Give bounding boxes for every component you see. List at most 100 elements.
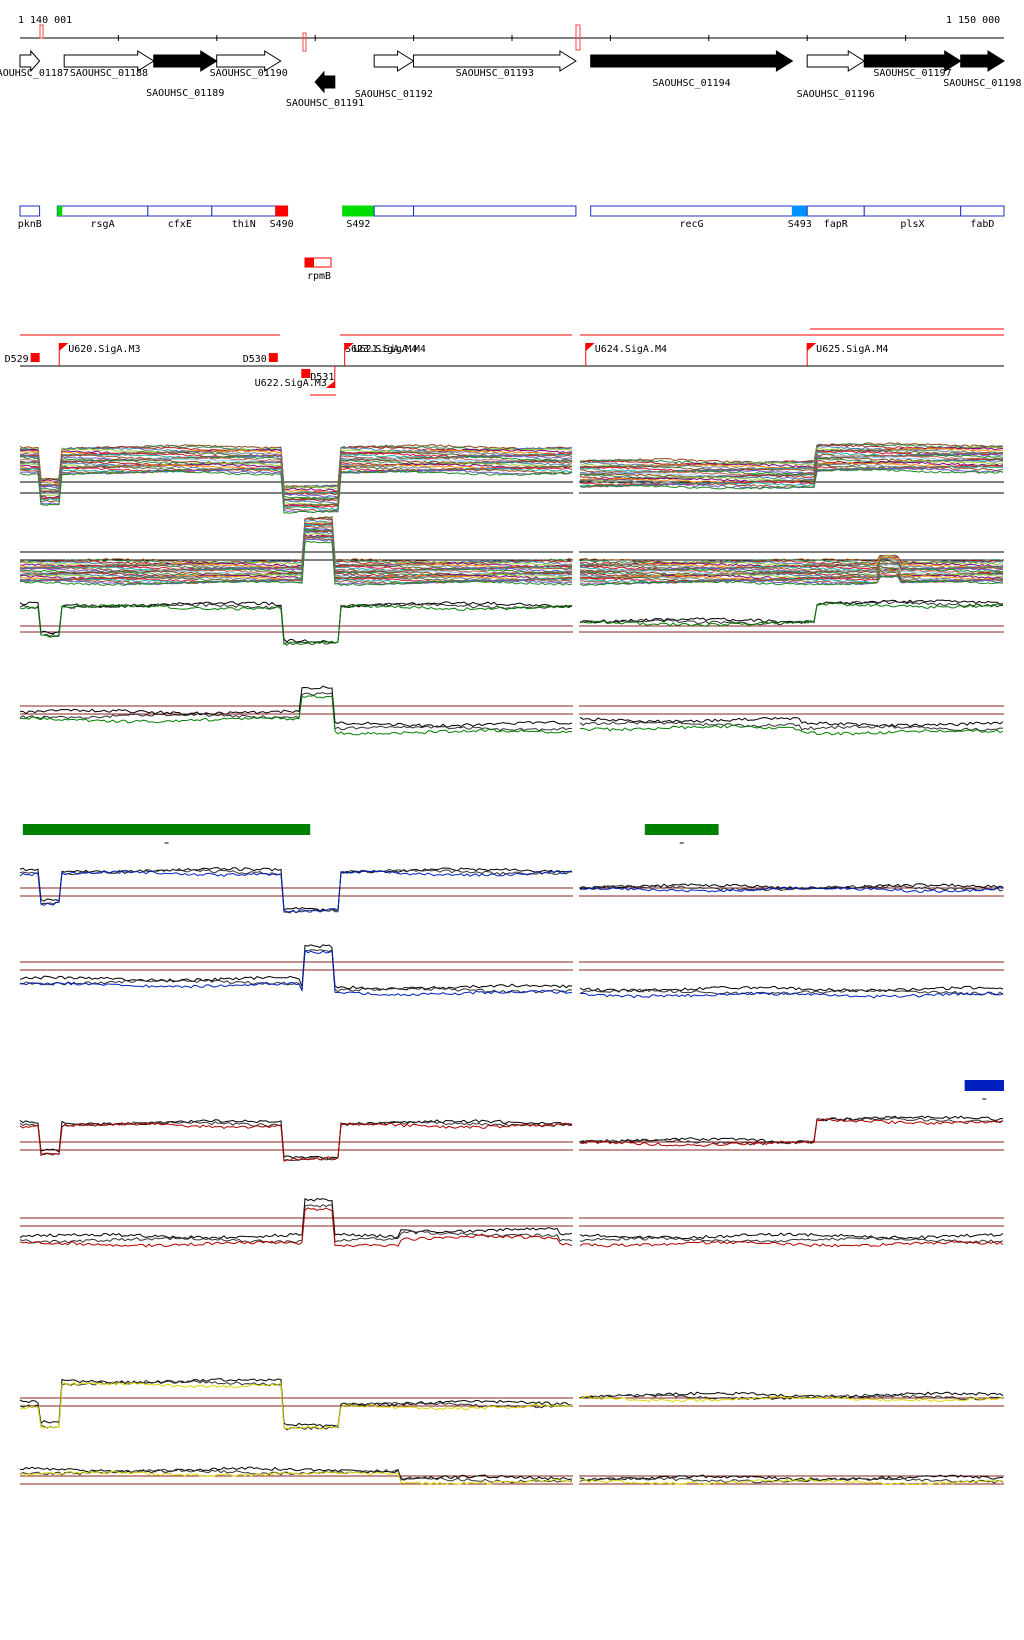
rpmb-box-fill	[305, 258, 314, 267]
gene-label: SAOUHSC_01189	[146, 88, 224, 99]
profile-line	[19, 944, 1004, 993]
operon-box	[147, 205, 213, 217]
promoter-flag	[325, 381, 335, 388]
profile-panel	[19, 685, 1004, 768]
operon-label: plsX	[900, 219, 924, 230]
profile-line	[20, 685, 1004, 728]
profile-panel	[19, 1440, 1004, 1520]
gene-arrow	[216, 50, 282, 72]
gene-label: SAOUHSC_01193	[456, 68, 534, 79]
ruler-highlight	[575, 24, 581, 51]
gene-label: SAOUHSC_01188	[70, 68, 148, 79]
segment-bar	[964, 1080, 1004, 1091]
promoter-flag	[344, 343, 354, 351]
profile-panel	[19, 516, 1004, 612]
operon-box	[342, 205, 375, 217]
operon-box	[863, 205, 962, 217]
operon-label: pknB	[18, 219, 42, 230]
profile-line	[19, 534, 1004, 580]
operon-box	[373, 205, 415, 217]
gene-label: SAOUHSC_01194	[652, 78, 730, 89]
profile-line	[19, 602, 1004, 646]
segment-bar	[22, 824, 311, 835]
overlap-label: S623.SigA.M4	[345, 344, 417, 355]
operon-track: pknB rsgA cfxE thiN S490 S492 recG S493 fapR plsX…	[18, 205, 1005, 230]
promoter-label: U625.SigA.M4	[816, 344, 888, 355]
gene-label: SAOUHSC_01190	[210, 68, 288, 79]
profile-line	[19, 468, 1004, 514]
promoter-track: S623.SigA.M4 U620.SigA.M3 U621.SigA.M4 U62…	[5, 328, 1004, 396]
promoter-label: U621.SigA.M4	[354, 344, 426, 355]
profile-panel	[19, 1197, 1004, 1280]
operon-label: fapR	[824, 219, 849, 230]
gene-arrow	[153, 50, 218, 72]
gene-label: SAOUHSC_01197	[873, 68, 951, 79]
profile-line	[19, 1197, 1004, 1240]
rpmb-label: rpmB	[307, 271, 331, 282]
operon-label: cfxE	[168, 219, 192, 230]
profile-line	[19, 458, 1004, 504]
gene-arrow	[590, 50, 794, 72]
profile-panel	[19, 428, 1004, 514]
profile-line	[19, 1378, 1004, 1428]
profile-line	[19, 695, 1004, 736]
ruler-highlight	[302, 32, 307, 52]
operon-box	[960, 205, 1005, 217]
gene-arrow	[63, 50, 155, 72]
gene-arrow	[960, 50, 1005, 72]
terminator-label: D529	[5, 354, 29, 365]
gene-label: SAOUHSC_01187	[0, 68, 69, 79]
ruler-highlight	[39, 24, 44, 39]
profile-line	[19, 1116, 1004, 1162]
gene-arrow	[373, 50, 415, 72]
operon-box	[211, 205, 277, 217]
promoter-label: U622.SigA.M3	[255, 378, 327, 389]
profile-line	[19, 465, 1004, 511]
profile-panel	[19, 1092, 1004, 1172]
operon-box	[806, 205, 865, 217]
gene-label: SAOUHSC_01196	[797, 89, 875, 100]
profile-line	[19, 948, 1004, 996]
profile-line	[19, 516, 1004, 565]
ruler-ticks	[117, 35, 907, 41]
profile-line	[19, 516, 1004, 564]
operon-label: thiN	[232, 219, 256, 230]
gene-arrow	[19, 49, 41, 73]
operon-label: rsgA	[91, 219, 115, 230]
operon-box	[590, 205, 793, 217]
promoter-flag	[585, 343, 595, 351]
operon-box	[791, 205, 808, 217]
gene-arrow	[314, 70, 336, 94]
terminator-box	[30, 353, 40, 362]
profile-line	[19, 600, 1004, 645]
promoter-label: U624.SigA.M4	[595, 344, 667, 355]
profile-line	[19, 517, 1004, 566]
profile-line	[19, 519, 1003, 567]
operon-box	[275, 205, 289, 217]
gene-label: SAOUHSC_01198	[943, 78, 1021, 89]
promoter-flag	[59, 343, 69, 351]
profile-line	[19, 540, 1004, 586]
gene-label: SAOUHSC_01192	[355, 89, 433, 100]
profile-line	[19, 870, 1004, 914]
profile-line	[19, 466, 1004, 513]
terminator-box	[301, 369, 311, 378]
promoter-flag	[807, 343, 817, 351]
terminator-label: D530	[243, 354, 267, 365]
ruler-end-label: 1 150 000	[946, 15, 1000, 26]
terminator-label: D531	[310, 372, 334, 383]
operon-marker	[57, 206, 63, 216]
segment-track	[22, 824, 1004, 1100]
profile-line	[19, 528, 1004, 577]
profile-panel	[19, 572, 1004, 652]
operon-label: fabD	[970, 219, 994, 230]
segment-bar	[644, 824, 719, 835]
promoter-label: U620.SigA.M3	[68, 344, 140, 355]
profile-line	[19, 1118, 1004, 1162]
profile-line	[19, 949, 1004, 999]
gene-label: SAOUHSC_01191	[286, 98, 364, 109]
expression-profiles	[19, 428, 1004, 1520]
gene-arrow	[413, 50, 577, 72]
coordinate-ruler: 1 140 001 1 150 000	[18, 15, 1004, 52]
rpmb-feature: rpmB	[304, 257, 332, 282]
